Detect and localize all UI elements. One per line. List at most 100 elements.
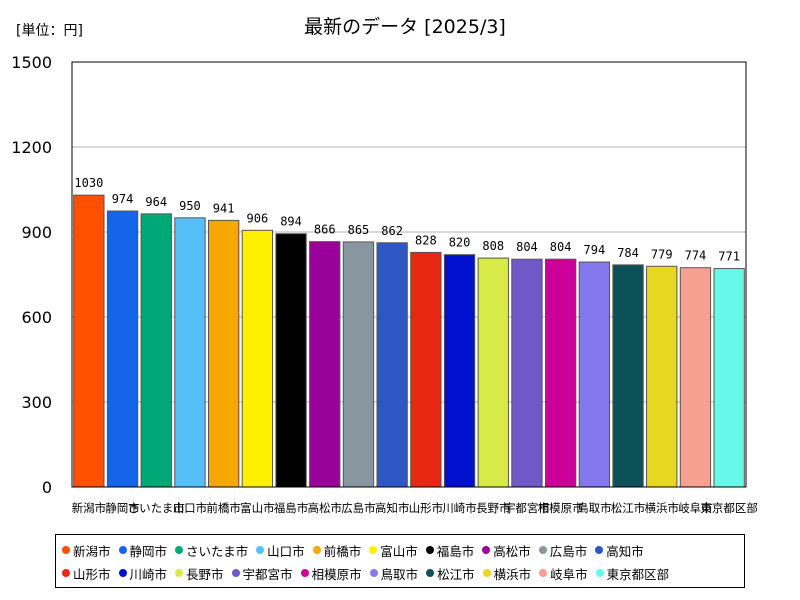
legend-dot-icon bbox=[538, 546, 547, 554]
data-label: 862 bbox=[381, 224, 403, 238]
bar-松江市 bbox=[612, 264, 644, 488]
x-tick-label: 富山市 bbox=[240, 501, 275, 515]
data-label: 828 bbox=[415, 233, 437, 247]
legend-dot-icon bbox=[482, 546, 491, 554]
legend-item: 富山市 bbox=[369, 541, 418, 560]
x-tick-label: 静岡市 bbox=[105, 501, 140, 515]
data-label: 784 bbox=[617, 246, 639, 260]
legend-label: 高松市 bbox=[493, 543, 531, 559]
x-tick-label: 相模原市 bbox=[538, 501, 584, 515]
legend-item: 前橋市 bbox=[312, 541, 362, 560]
legend-item: 東京都区部 bbox=[595, 564, 670, 583]
x-tick-label: 鳥取市 bbox=[577, 501, 612, 515]
legend-item: 山形市 bbox=[62, 564, 111, 583]
legend-dot-icon bbox=[62, 546, 70, 554]
bar-川崎市 bbox=[443, 254, 476, 488]
legend-dot-icon bbox=[175, 569, 184, 577]
y-axis-ticks: 0 300 600 900 1200 1500 bbox=[11, 53, 52, 497]
legend-label: 相模原市 bbox=[311, 566, 362, 582]
legend-label: 広島市 bbox=[549, 543, 588, 559]
x-tick-label: 宇都宮市 bbox=[504, 501, 550, 515]
legend-dot-icon bbox=[595, 569, 604, 577]
bar-さいたま市 bbox=[140, 213, 172, 488]
legend-label: 富山市 bbox=[380, 543, 418, 559]
chart-title: 最新のデータ [2025/3] bbox=[304, 16, 506, 38]
legend-dot-icon bbox=[256, 546, 265, 554]
data-label: 804 bbox=[516, 240, 538, 254]
legend-dot-icon bbox=[231, 569, 240, 577]
bar-富山市 bbox=[241, 229, 274, 488]
data-label: 974 bbox=[112, 192, 134, 206]
bar-長野市 bbox=[477, 257, 509, 488]
legend: 新潟市 静岡市 さいたま市 山口市 前橋市 富山市 福島市 高松市 広島市 高知市 山形市 川崎市 長… bbox=[55, 534, 745, 588]
bar-岐阜市 bbox=[679, 267, 712, 488]
bar-山形市 bbox=[410, 251, 442, 488]
legend-label: さいたま市 bbox=[186, 543, 249, 559]
x-tick-label: さいたま市 bbox=[128, 501, 185, 515]
data-label: 808 bbox=[482, 239, 504, 253]
legend-dot-icon bbox=[595, 546, 604, 554]
y-tick-label: 1200 bbox=[11, 138, 52, 157]
bar-東京都区部 bbox=[713, 268, 745, 488]
legend-dot-icon bbox=[62, 569, 70, 577]
legend-item: 福島市 bbox=[425, 541, 475, 560]
x-tick-label: 新潟市 bbox=[72, 501, 107, 515]
legend-label: 山形市 bbox=[73, 566, 111, 582]
data-label: 964 bbox=[145, 195, 167, 209]
x-tick-label: 岐阜市 bbox=[678, 501, 713, 515]
x-tick-label: 前橋市 bbox=[206, 501, 241, 515]
data-label: 866 bbox=[314, 223, 336, 237]
legend-label: 静岡市 bbox=[129, 543, 168, 559]
legend-dot-icon bbox=[425, 546, 434, 554]
y-tick-label: 900 bbox=[21, 223, 52, 242]
y-tick-label: 1500 bbox=[11, 53, 52, 72]
bar-静岡市 bbox=[106, 210, 139, 488]
legend-row-1: 新潟市 静岡市 さいたま市 山口市 前橋市 富山市 福島市 高松市 広島市 高知市 bbox=[62, 539, 652, 561]
data-label: 1030 bbox=[74, 176, 103, 190]
x-tick-label: 横浜市 bbox=[645, 501, 680, 515]
legend-label: 横浜市 bbox=[493, 566, 532, 582]
x-tick-label: 東京都区部 bbox=[700, 501, 758, 515]
legend-label: 福島市 bbox=[436, 543, 475, 559]
bar-宇都宮市 bbox=[511, 258, 543, 488]
data-label: 950 bbox=[179, 199, 201, 213]
legend-label: 新潟市 bbox=[73, 543, 111, 559]
y-tick-label: 300 bbox=[21, 393, 52, 412]
data-label: 774 bbox=[685, 249, 707, 263]
legend-dot-icon bbox=[369, 569, 378, 577]
bar-高知市 bbox=[376, 242, 408, 488]
x-tick-label: 福島市 bbox=[274, 501, 309, 515]
data-label: 865 bbox=[348, 223, 370, 237]
legend-item: 岐阜市 bbox=[539, 564, 588, 583]
bars bbox=[73, 194, 745, 488]
legend-label: 前橋市 bbox=[323, 543, 362, 559]
bar-山口市 bbox=[174, 217, 206, 488]
legend-item: 横浜市 bbox=[482, 564, 532, 583]
bar-福島市 bbox=[275, 233, 307, 488]
bar-鳥取市 bbox=[578, 261, 611, 488]
bar-広島市 bbox=[342, 241, 375, 488]
legend-label: 山口市 bbox=[267, 543, 305, 559]
data-label: 771 bbox=[718, 250, 740, 264]
legend-dot-icon bbox=[369, 546, 378, 554]
y-tick-label: 0 bbox=[42, 478, 52, 497]
legend-label: 鳥取市 bbox=[380, 566, 419, 582]
legend-item: 川崎市 bbox=[118, 564, 167, 583]
bar-相模原市 bbox=[544, 258, 577, 488]
legend-item: 新潟市 bbox=[62, 541, 111, 560]
legend-dot-icon bbox=[539, 569, 548, 577]
legend-row-2: 山形市 川崎市 長野市 宇都宮市 相模原市 鳥取市 松江市 横浜市 岐阜市 東京都区部 bbox=[62, 562, 677, 584]
legend-item: 長野市 bbox=[175, 564, 224, 583]
data-labels: 1030 974 964 950 941 906 894 866 865 862 828 820 808… bbox=[74, 176, 740, 263]
legend-item: 高松市 bbox=[482, 541, 531, 560]
legend-item: 鳥取市 bbox=[369, 564, 419, 583]
data-label: 794 bbox=[584, 243, 606, 257]
legend-label: 長野市 bbox=[186, 566, 224, 582]
x-tick-label: 広島市 bbox=[341, 501, 376, 515]
legend-label: 東京都区部 bbox=[606, 566, 670, 582]
legend-item: 宇都宮市 bbox=[231, 564, 293, 583]
data-label: 779 bbox=[651, 247, 673, 261]
plot-area-frame bbox=[71, 61, 747, 488]
